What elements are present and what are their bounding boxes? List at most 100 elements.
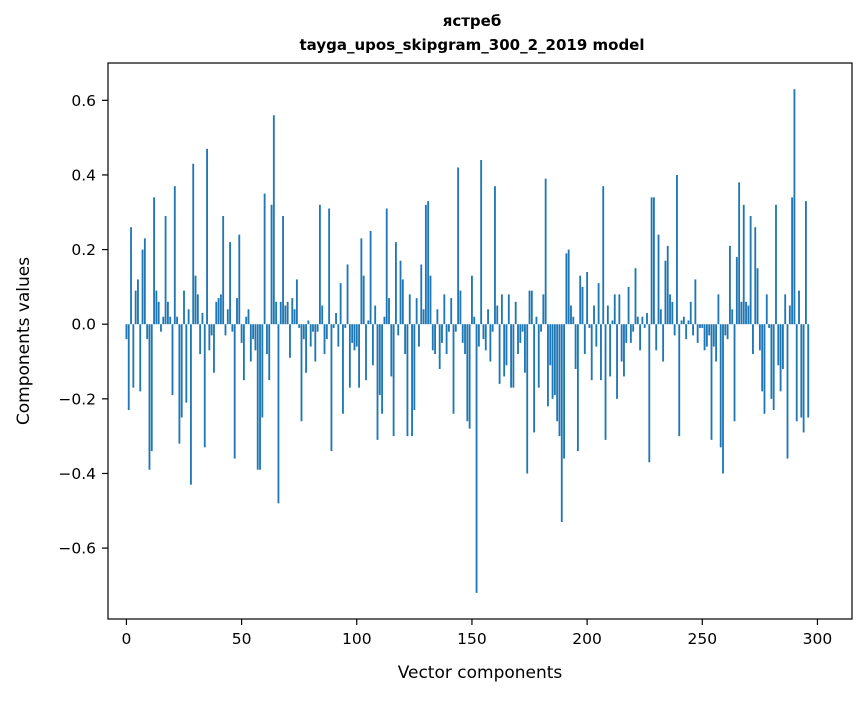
bar-294 — [802, 324, 805, 433]
bar-223 — [639, 324, 642, 351]
bar-34 — [203, 324, 206, 448]
bar-33 — [201, 313, 204, 325]
bar-87 — [325, 324, 328, 340]
bar-185 — [551, 324, 554, 399]
bar-66 — [277, 324, 280, 504]
bar-71 — [289, 324, 291, 358]
bar-58 — [259, 324, 261, 470]
bar-85 — [321, 305, 324, 325]
bar-266 — [738, 182, 741, 325]
bar-239 — [676, 174, 678, 325]
bar-70 — [286, 301, 289, 325]
bar-115 — [390, 324, 393, 377]
y-axis-ticks: −0.6 −0.4 −0.2 0.0 0.2 0.4 0.6 — [58, 92, 108, 558]
bar-243 — [685, 324, 688, 340]
bar-231 — [657, 234, 660, 325]
bar-210 — [609, 324, 612, 377]
bar-47 — [233, 324, 236, 459]
bar-128 — [420, 264, 423, 325]
bar-8 — [143, 238, 146, 325]
bar-53 — [247, 309, 250, 325]
bar-5 — [137, 279, 139, 325]
bar-218 — [627, 286, 630, 325]
bar-39 — [215, 301, 218, 325]
bar-63 — [270, 204, 273, 325]
x-axis-label: Vector components — [398, 663, 563, 683]
bar-217 — [625, 324, 628, 343]
bar-1 — [127, 324, 130, 411]
bar-55 — [252, 324, 255, 340]
bar-41 — [219, 294, 222, 325]
bar-209 — [606, 305, 609, 325]
bar-208 — [604, 324, 607, 440]
bar-24 — [180, 324, 183, 418]
bar-108 — [374, 305, 377, 325]
x-axis-ticks: 0 50 100 150 200 250 300 — [121, 619, 832, 648]
bar-206 — [600, 324, 602, 381]
bar-97 — [348, 324, 351, 388]
bar-233 — [662, 324, 665, 362]
bar-201 — [588, 324, 591, 328]
bar-194 — [572, 316, 575, 325]
bar-50 — [240, 324, 243, 343]
bar-174 — [526, 324, 529, 474]
y-tick-label: 0.0 — [71, 316, 96, 334]
bar-83 — [316, 324, 319, 332]
bar-247 — [694, 279, 697, 325]
bar-143 — [454, 324, 457, 332]
x-tick-label: 50 — [232, 630, 252, 648]
bar-242 — [682, 316, 685, 325]
bar-287 — [786, 324, 789, 459]
bar-244 — [687, 320, 690, 325]
bar-78 — [305, 324, 308, 373]
bar-17 — [164, 215, 167, 325]
bar-178 — [535, 316, 538, 325]
bar-40 — [217, 298, 220, 325]
bar-222 — [636, 316, 639, 325]
bar-57 — [256, 324, 259, 470]
bar-111 — [381, 324, 384, 414]
plot-frame — [107, 62, 853, 620]
bar-68 — [282, 215, 284, 325]
bar-200 — [586, 271, 589, 325]
bar-152 — [475, 324, 478, 593]
bar-269 — [745, 301, 747, 325]
bar-7 — [141, 249, 144, 325]
bar-189 — [560, 324, 563, 522]
bar-282 — [775, 204, 777, 325]
bar-145 — [459, 290, 462, 325]
bar-164 — [503, 324, 506, 377]
bar-84 — [318, 204, 321, 325]
bar-27 — [187, 309, 190, 325]
bar-211 — [611, 320, 614, 325]
bar-149 — [468, 324, 471, 429]
bar-122 — [406, 324, 409, 437]
y-tick-label: 0.4 — [71, 166, 96, 184]
bar-45 — [229, 242, 231, 325]
bar-13 — [155, 290, 158, 325]
bar-207 — [602, 186, 605, 325]
bar-133 — [431, 324, 434, 351]
bar-21 — [173, 186, 176, 325]
bar-144 — [457, 167, 460, 325]
bar-230 — [655, 324, 658, 351]
bar-216 — [623, 324, 625, 377]
bar-246 — [692, 324, 694, 336]
bar-74 — [295, 279, 298, 325]
y-tick-label: 0.2 — [71, 241, 96, 259]
bar-95 — [344, 324, 347, 328]
bar-101 — [358, 324, 360, 388]
bar-261 — [726, 324, 729, 340]
bar-125 — [413, 324, 416, 411]
bar-52 — [245, 316, 248, 325]
bar-36 — [208, 324, 211, 351]
bar-213 — [616, 324, 618, 399]
bar-253 — [708, 324, 711, 336]
bar-127 — [418, 324, 420, 347]
bar-285 — [781, 324, 784, 369]
bar-158 — [489, 324, 492, 362]
bar-38 — [213, 324, 215, 373]
bar-180 — [540, 324, 542, 332]
